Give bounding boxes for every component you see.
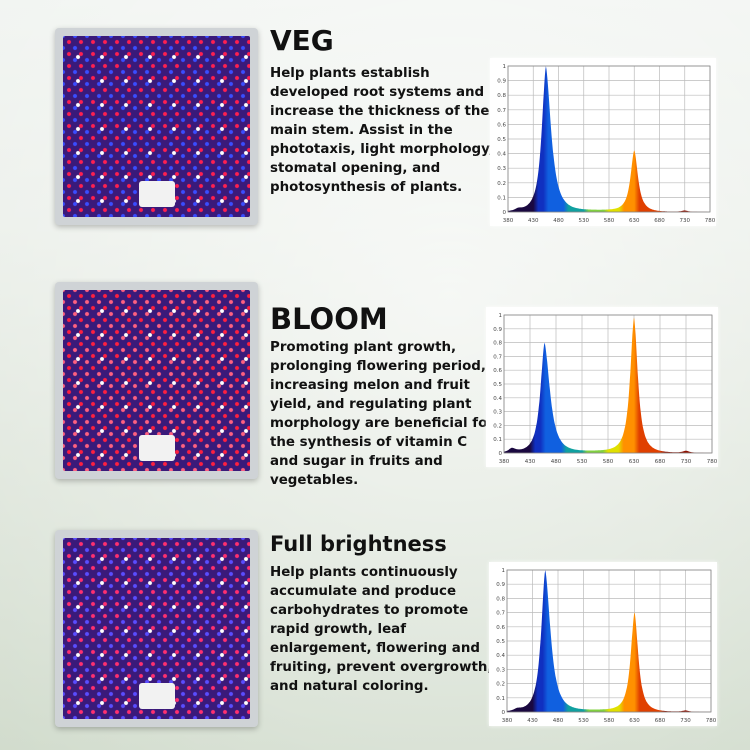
- plot-frame: [506, 569, 712, 713]
- plot-frame: [507, 65, 711, 213]
- y-tick-label: 0.6: [497, 122, 506, 128]
- y-tick-label: 0.9: [493, 327, 502, 333]
- x-tick-label: 530: [577, 459, 588, 465]
- x-tick-label: 730: [681, 459, 692, 465]
- x-tick-label: 630: [629, 459, 640, 465]
- y-tick-label: 0.5: [496, 639, 505, 645]
- x-tick-label: 680: [655, 459, 666, 465]
- x-tick-label: 580: [604, 218, 615, 224]
- spectrum-chart: 380 430 480 530 580 630 680 730 780 0 0.1 0.2 0.3 0.4…: [486, 307, 718, 467]
- x-tick-label: 380: [499, 459, 510, 465]
- led-panel: [63, 36, 250, 217]
- chart-svg: 380 430 480 530 580 630 680 730 780 0 0.1 0.2 0.3 0.4…: [496, 568, 717, 724]
- y-tick-label: 0.8: [496, 596, 505, 602]
- plot-frame: [503, 314, 713, 454]
- spectrum-area: [507, 570, 711, 712]
- y-tick-label: 0.3: [493, 410, 502, 416]
- y-tick-label: 0: [503, 210, 507, 216]
- spectrum-area: [508, 66, 710, 212]
- y-tick-label: 0.1: [493, 437, 502, 443]
- chart-svg: 380 430 480 530 580 630 680 730 780 0 0.1 0.2 0.3 0.4…: [497, 64, 716, 224]
- y-tick-label: 1: [503, 64, 507, 70]
- y-tick-label: 0.9: [496, 582, 505, 588]
- x-tick-label: 580: [604, 718, 615, 724]
- x-tick-label: 580: [603, 459, 614, 465]
- y-tick-label: 0.9: [497, 79, 506, 85]
- spectrum-chart: 380 430 480 530 580 630 680 730 780 0 0.1 0.2 0.3 0.4…: [489, 562, 717, 726]
- y-tick-label: 0.2: [496, 682, 505, 688]
- x-tick-label: 780: [705, 218, 716, 224]
- x-tick-label: 530: [579, 218, 590, 224]
- y-tick-label: 0.1: [497, 195, 506, 201]
- chart-svg: 380 430 480 530 580 630 680 730 780 0 0.1 0.2 0.3 0.4…: [493, 313, 718, 465]
- x-tick-label: 680: [654, 218, 665, 224]
- y-tick-label: 0.7: [497, 108, 506, 114]
- x-tick-label: 780: [707, 459, 718, 465]
- section-description: Help plants continuously accumulate and …: [270, 565, 493, 694]
- x-tick-label: 430: [527, 718, 538, 724]
- x-tick-label: 680: [655, 718, 666, 724]
- full-brightness-lamp-image: [55, 530, 258, 727]
- section-title: BLOOM: [270, 302, 388, 336]
- x-tick-label: 480: [551, 459, 562, 465]
- x-tick-label: 730: [680, 218, 691, 224]
- y-tick-label: 0.2: [497, 181, 506, 187]
- x-tick-label: 430: [525, 459, 536, 465]
- y-tick-label: 0.4: [496, 653, 505, 659]
- x-tick-label: 430: [528, 218, 539, 224]
- y-tick-label: 1: [502, 568, 506, 574]
- driver-box: [138, 181, 175, 207]
- spectrum-chart: 380 430 480 530 580 630 680 730 780 0 0.1 0.2 0.3 0.4…: [490, 58, 716, 226]
- y-tick-label: 0.3: [497, 166, 506, 172]
- y-tick-label: 0.7: [493, 354, 502, 360]
- section-description: Help plants establish developed root sys…: [270, 66, 494, 195]
- x-tick-label: 730: [680, 718, 691, 724]
- y-tick-label: 0.8: [493, 341, 502, 347]
- veg-lamp-image: [55, 28, 258, 225]
- section-title: VEG: [270, 24, 334, 57]
- y-tick-label: 0.8: [497, 93, 506, 99]
- section-description: Promoting plant growth, prolonging flowe…: [270, 340, 494, 488]
- y-tick-label: 1: [499, 313, 503, 319]
- bloom-lamp-image: [55, 282, 258, 479]
- y-tick-label: 0.6: [493, 368, 502, 374]
- y-tick-label: 0.4: [493, 396, 502, 402]
- spectrum-area: [504, 317, 712, 453]
- x-tick-label: 480: [553, 218, 564, 224]
- x-tick-label: 530: [578, 718, 589, 724]
- x-tick-label: 380: [502, 718, 513, 724]
- section-title: Full brightness: [270, 532, 447, 556]
- y-tick-label: 0.5: [497, 137, 506, 143]
- x-tick-label: 630: [629, 218, 640, 224]
- y-tick-label: 0.7: [496, 611, 505, 617]
- y-tick-label: 0.4: [497, 152, 506, 158]
- x-tick-label: 380: [503, 218, 514, 224]
- y-tick-label: 0: [499, 451, 503, 457]
- y-tick-label: 0.6: [496, 625, 505, 631]
- y-tick-label: 0.5: [493, 382, 502, 388]
- y-tick-label: 0: [502, 710, 506, 716]
- x-tick-label: 630: [629, 718, 640, 724]
- y-tick-label: 0.2: [493, 423, 502, 429]
- y-tick-label: 0.1: [496, 696, 505, 702]
- y-tick-label: 0.3: [496, 667, 505, 673]
- x-tick-label: 780: [706, 718, 717, 724]
- x-tick-label: 480: [553, 718, 564, 724]
- driver-box: [138, 435, 175, 461]
- driver-box: [138, 683, 175, 709]
